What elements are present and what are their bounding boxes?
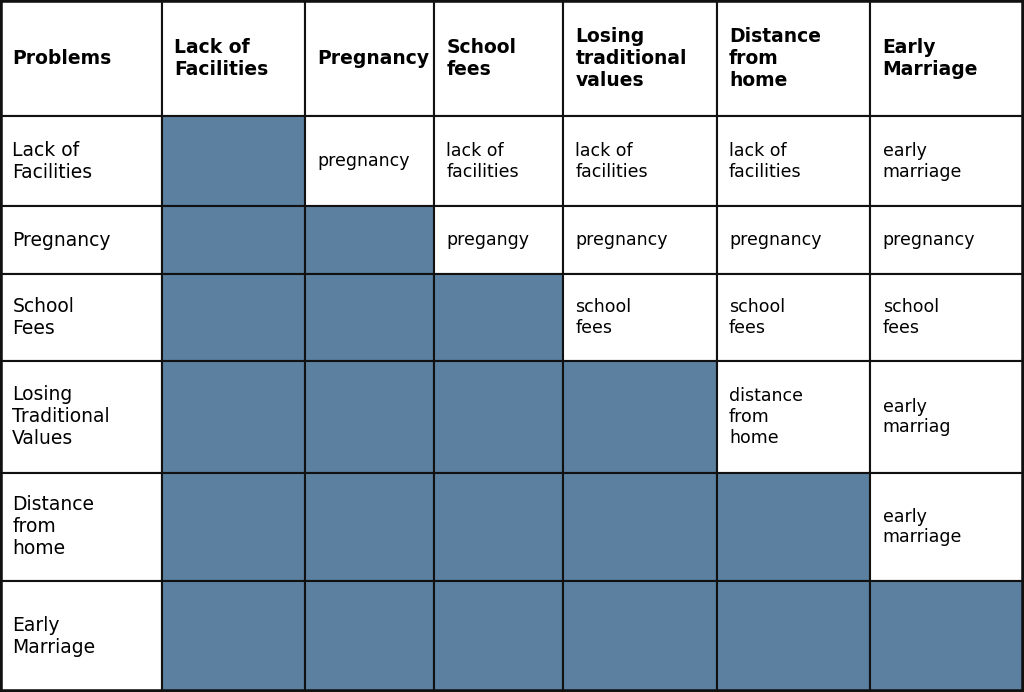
Bar [434,361,563,473]
Text: Pregnancy: Pregnancy [12,230,111,250]
Bar [434,116,563,206]
Bar [717,274,870,361]
Bar [870,116,1024,206]
Bar [162,116,305,206]
Text: early
marriag: early marriag [883,397,951,437]
Bar [0,116,162,206]
Bar [0,361,162,473]
Text: Lack of
Facilities: Lack of Facilities [174,37,268,79]
Text: Losing
traditional
values: Losing traditional values [575,26,687,90]
Text: school
fees: school fees [883,298,939,337]
Bar [305,116,434,206]
Text: Losing
Traditional
Values: Losing Traditional Values [12,385,110,448]
Text: school
fees: school fees [575,298,632,337]
Text: Pregnancy: Pregnancy [317,48,429,68]
Bar [870,274,1024,361]
Bar [162,0,305,116]
Bar [305,581,434,692]
Bar [162,274,305,361]
Bar [870,581,1024,692]
Bar [305,206,434,274]
Bar [162,206,305,274]
Text: lack of
facilities: lack of facilities [729,142,802,181]
Bar [305,0,434,116]
Bar [162,581,305,692]
Bar [434,581,563,692]
Bar [563,473,717,581]
Text: lack of
facilities: lack of facilities [575,142,648,181]
Bar [717,473,870,581]
Bar [563,116,717,206]
Text: Distance
from
home: Distance from home [729,26,821,90]
Text: Lack of
Facilities: Lack of Facilities [12,140,92,182]
Bar [563,361,717,473]
Bar [0,581,162,692]
Text: pregnancy: pregnancy [317,152,410,170]
Text: Early
Marriage: Early Marriage [883,37,978,79]
Text: pregnancy: pregnancy [575,231,668,249]
Bar [305,274,434,361]
Text: School
fees: School fees [446,37,516,79]
Text: lack of
facilities: lack of facilities [446,142,519,181]
Bar [434,0,563,116]
Bar [0,206,162,274]
Bar [434,206,563,274]
Bar [870,206,1024,274]
Bar [870,361,1024,473]
Bar [717,206,870,274]
Bar [717,116,870,206]
Text: school
fees: school fees [729,298,785,337]
Text: distance
from
home: distance from home [729,387,803,447]
Bar [434,473,563,581]
Bar [305,361,434,473]
Bar [563,0,717,116]
Bar [717,581,870,692]
Bar [162,361,305,473]
Text: early
marriage: early marriage [883,142,963,181]
Text: pregnancy: pregnancy [729,231,821,249]
Text: School
Fees: School Fees [12,297,74,338]
Text: pregnancy: pregnancy [883,231,975,249]
Bar [870,473,1024,581]
Bar [563,274,717,361]
Bar [563,581,717,692]
Text: early
marriage: early marriage [883,507,963,547]
Bar [0,0,162,116]
Bar [305,473,434,581]
Text: Problems: Problems [12,48,112,68]
Bar [717,361,870,473]
Bar [162,473,305,581]
Text: pregangy: pregangy [446,231,529,249]
Bar [0,274,162,361]
Bar [717,0,870,116]
Bar [434,274,563,361]
Bar [0,473,162,581]
Text: Distance
from
home: Distance from home [12,495,94,558]
Bar [563,206,717,274]
Text: Early
Marriage: Early Marriage [12,616,95,657]
Bar [870,0,1024,116]
